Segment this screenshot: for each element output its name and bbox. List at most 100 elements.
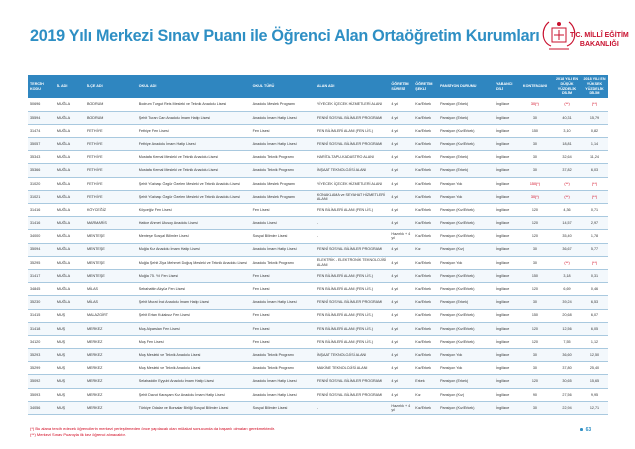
cell-okul-turu: Anadolu Teknik Programı	[250, 150, 315, 165]
cell-ogretim-sekli: Kız/Erkek	[413, 256, 439, 270]
cell-okul-turu: Anadolu İmam Hatip Lisesi	[250, 137, 315, 152]
cell-tercih-kodu: 35299	[28, 361, 55, 376]
col-okul-adi: OKUL ADI	[136, 75, 251, 98]
cell-tercih-kodu: 31020	[28, 177, 55, 191]
cell-en-dusuk: 36,67	[553, 243, 581, 257]
cell-en-yuksek: 5,77	[580, 243, 608, 257]
cell-kontenjani: 120	[516, 203, 554, 218]
cell-okul-turu: Fen Lisesi	[250, 335, 315, 350]
cell-il-adi: MUĞLA	[54, 124, 85, 139]
col-ogretim-sekli: ÖĞRETİM ŞEKLİ	[413, 75, 439, 98]
cell-okul-turu: Fen Lisesi	[250, 282, 315, 297]
cell-en-yuksek: 0,71	[580, 203, 608, 218]
cell-kontenjani: 150	[516, 124, 554, 139]
cell-tercih-kodu: 31474	[28, 124, 55, 139]
table-row: 35094 MUĞLA MENTEŞE Muğla Kız Anadolu İmam …	[28, 243, 608, 257]
cell-kontenjani: 120	[516, 282, 554, 297]
footnote-1: (*) Bu alana tercih edecek öğrencilerin …	[30, 426, 276, 431]
cell-pansiyon-durumu: Pansiyon (Kız/Erkek)	[438, 229, 494, 244]
cell-en-yuksek: 15,79	[580, 111, 608, 125]
cell-kontenjani: 120	[516, 374, 554, 389]
table-row: 34000 MUĞLA MENTEŞE Menteşe Sosyal Bilimler…	[28, 229, 608, 244]
cell-yabanci-dili: İngilizce	[494, 150, 517, 165]
cell-en-yuksek: 1,14	[580, 137, 608, 152]
cell-okul-turu: Anadolu İmam Hatip Lisesi	[250, 388, 315, 402]
cell-ogretim-sekli: Kız/Erkek	[413, 111, 439, 125]
cell-pansiyon-durumu: Pansiyon Yok	[438, 348, 494, 363]
cell-kontenjani: 30	[516, 401, 554, 416]
cell-ilce-adi: MERKEZ	[84, 374, 137, 389]
cell-kontenjani: 120	[516, 322, 554, 336]
cell-yabanci-dili: İngilizce	[494, 137, 517, 152]
table-row: 35092 MUŞ MERKEZ Selahaddin Eyyubi Anadolu …	[28, 374, 608, 389]
cell-en-yuksek: 2,97	[580, 216, 608, 231]
cell-il-adi: MUŞ	[54, 335, 85, 350]
cell-yabanci-dili: İngilizce	[494, 163, 517, 178]
cell-alan-adi: YİYECEK İÇECEK HİZMETLERİ ALANI	[314, 177, 390, 191]
cell-il-adi: MUŞ	[54, 374, 85, 389]
cell-yabanci-dili: İngilizce	[494, 335, 517, 350]
cell-ilce-adi: MENTEŞE	[84, 229, 137, 244]
col-kontenjani: KONTENJANI	[516, 75, 554, 98]
cell-alan-adi: ELEKTRİK - ELEKTRONİK TEKNOLOJİSİ ALANI	[314, 256, 390, 270]
cell-tercih-kodu: 35092	[28, 374, 55, 389]
cell-ogretim-suresi: 4 yıl	[389, 361, 414, 376]
cell-en-dusuk: 35,40	[553, 229, 581, 244]
cell-kontenjani: 30	[516, 137, 554, 152]
cell-okul-turu: Anadolu İmam Hatip Lisesi	[250, 111, 315, 125]
cell-en-yuksek: (**)	[580, 98, 608, 112]
ministry-name: T.C. MİLLÎ EĞİTİM BAKANLIĞI	[570, 32, 629, 48]
cell-tercih-kodu: 35366	[28, 163, 55, 178]
cell-ogretim-sekli: Kız	[413, 243, 439, 257]
cell-pansiyon-durumu: Pansiyon Yok	[438, 190, 494, 205]
cell-ogretim-sekli: Kız/Erkek	[413, 309, 439, 323]
cell-en-yuksek: 0,82	[580, 124, 608, 139]
col-en-yuksek: 2018 YILI EN YÜKSEK YÜZDELİK DİLİM	[580, 75, 608, 98]
cell-yabanci-dili: İngilizce	[494, 256, 517, 270]
cell-okul-turu: Anadolu Teknik Programı	[250, 361, 315, 376]
table-row: 31474 MUĞLA FETHİYE Fethiye Fen Lisesi Fen L…	[28, 124, 608, 139]
cell-alan-adi: FEN BİLİMLERİ ALANI (FEN LİS.)	[314, 335, 390, 350]
col-ilce-adi: İLÇE ADI	[84, 75, 137, 98]
col-okul-turu: OKUL TÜRÜ	[250, 75, 315, 98]
cell-ilce-adi: MİLAS	[84, 282, 137, 297]
cell-okul-turu: Anadolu İmam Hatip Lisesi	[250, 243, 315, 257]
cell-yabanci-dili: İngilizce	[494, 98, 517, 112]
cell-okul-adi: Menteşe Sosyal Bilimler Lisesi	[136, 229, 251, 244]
cell-alan-adi: MAKİNE TEKNOLOJİSİ ALANI	[314, 361, 390, 376]
cell-pansiyon-durumu: Pansiyon (Erkek)	[438, 163, 494, 178]
cell-alan-adi: FENNÎ SOSYAL BİLİMLER PROGRAMI	[314, 137, 390, 152]
cell-yabanci-dili: İngilizce	[494, 309, 517, 323]
cell-il-adi: MUĞLA	[54, 229, 85, 244]
table-row: 31416 MUĞLA KÖYCEĞİZ Köyceğiz Fen Lisesi Fen…	[28, 203, 608, 218]
cell-ogretim-sekli: Kız/Erkek	[413, 361, 439, 376]
cell-okul-adi: Muş Mesleki ve Teknik Anadolu Lisesi	[136, 348, 251, 363]
cell-okul-adi: Sebahattin Akyüz Fen Lisesi	[136, 282, 251, 297]
cell-pansiyon-durumu: Pansiyon (Kız/Erkek)	[438, 309, 494, 323]
cell-il-adi: MUŞ	[54, 348, 85, 363]
cell-yabanci-dili: İngilizce	[494, 190, 517, 205]
cell-okul-turu: Anadolu Teknik Programı	[250, 256, 315, 270]
cell-ilce-adi: MERKEZ	[84, 361, 137, 376]
cell-okul-adi: Muş Fen Lisesi	[136, 335, 251, 350]
cell-tercih-kodu: 31021	[28, 190, 55, 205]
cell-ogretim-suresi: 4 yıl	[389, 203, 414, 218]
cell-pansiyon-durumu: Pansiyon (Erkek)	[438, 98, 494, 112]
cell-ilce-adi: MERKEZ	[84, 348, 137, 363]
cell-kontenjani: 30	[516, 295, 554, 310]
cell-kontenjani: 30	[516, 111, 554, 125]
col-alan-adi: ALAN ADI	[314, 75, 390, 98]
cell-kontenjani: 120	[516, 216, 554, 231]
cell-tercih-kodu: 35594	[28, 111, 55, 125]
cell-il-adi: MUĞLA	[54, 269, 85, 284]
cell-pansiyon-durumu: Pansiyon (Erkek)	[438, 150, 494, 165]
cell-alan-adi: KONAKLAMA ve SEYAHAT HİZMETLERİ ALANI	[314, 190, 390, 205]
cell-en-yuksek: 11,24	[580, 150, 608, 165]
cell-okul-adi: Hatice Ahmet Ulusoy Anadolu Lisesi	[136, 216, 251, 231]
cell-alan-adi: FEN BİLİMLERİ ALANI (FEN LİS.)	[314, 203, 390, 218]
cell-en-yuksek: 0,46	[580, 282, 608, 297]
cell-okul-adi: Muğla Şehit Ziya Mehmet Doğuş Mesleki ve…	[136, 256, 251, 270]
cell-yabanci-dili: İngilizce	[494, 111, 517, 125]
cell-en-dusuk: 37,82	[553, 163, 581, 178]
cell-ilce-adi: MİLAS	[84, 295, 137, 310]
